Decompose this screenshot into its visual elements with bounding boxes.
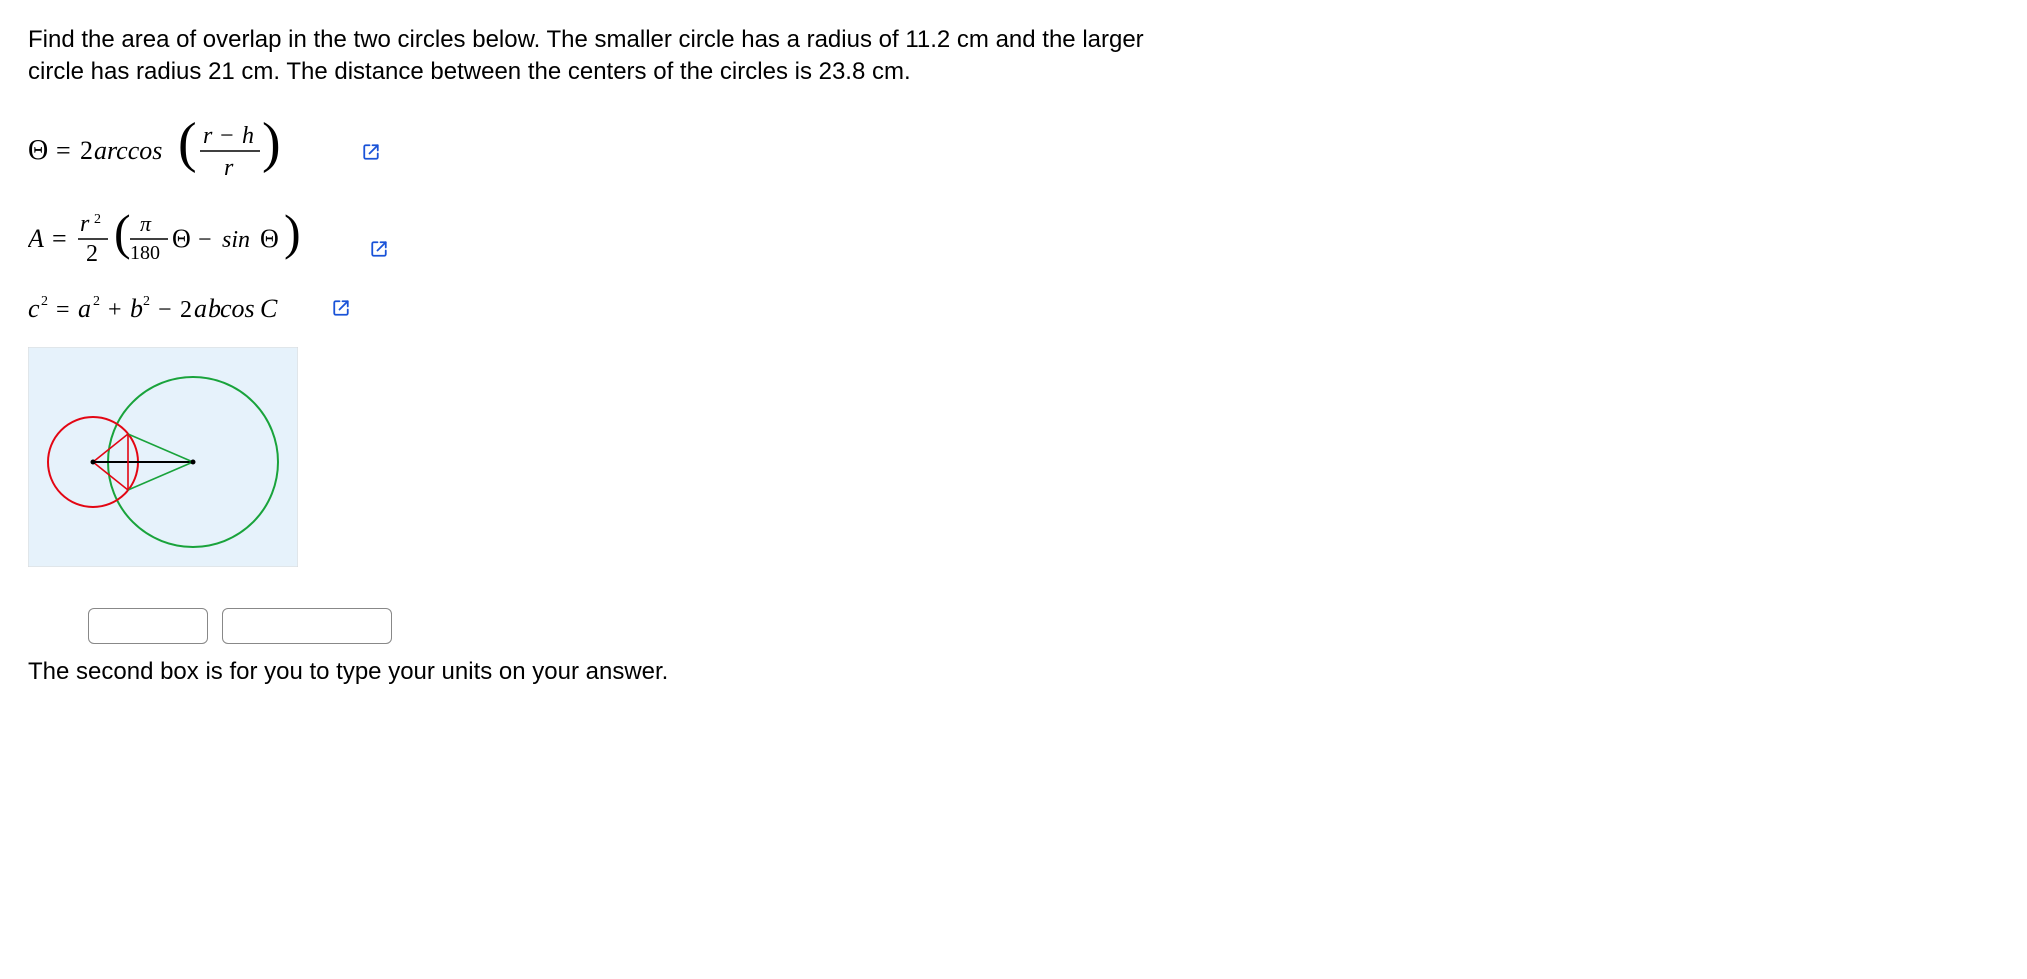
svg-text:Θ: Θ [260, 224, 279, 253]
svg-text:180: 180 [130, 242, 160, 264]
answer-value-input[interactable] [88, 608, 208, 644]
problem-statement: Find the area of overlap in the two circ… [28, 24, 1178, 89]
svg-text:(: ( [114, 209, 131, 260]
overlap-diagram [28, 347, 1943, 572]
answer-row [88, 608, 1943, 644]
svg-text:C: C [260, 294, 278, 323]
external-link-icon[interactable] [362, 143, 380, 161]
svg-text:r: r [224, 155, 234, 181]
external-link-icon[interactable] [332, 299, 350, 317]
svg-text:2: 2 [93, 294, 100, 309]
svg-text:Θ: Θ [172, 224, 191, 253]
answer-units-input[interactable] [222, 608, 392, 644]
svg-text:b: b [130, 294, 143, 323]
problem-line-2: circle has radius 21 cm. The distance be… [28, 58, 911, 85]
svg-text:π: π [140, 211, 152, 236]
svg-text:r: r [80, 211, 90, 237]
svg-text:cos: cos [220, 294, 255, 323]
formula-theta: Θ = 2 arccos ( r − h r ) [28, 117, 348, 187]
svg-text:Θ: Θ [28, 135, 48, 166]
formula-area-row: A = r 2 2 ( π 180 Θ − sin Θ [28, 209, 1943, 269]
external-link-icon[interactable] [370, 240, 388, 258]
svg-text:2: 2 [86, 241, 98, 267]
svg-text:2: 2 [143, 294, 150, 309]
svg-text:(: ( [178, 117, 197, 174]
svg-text:sin: sin [222, 227, 250, 253]
svg-text:=: = [56, 297, 70, 323]
svg-text:+: + [108, 297, 122, 323]
svg-text:2: 2 [41, 294, 48, 309]
formula-cos-rule: c 2 = a 2 + b 2 − 2 a b cos C [28, 291, 328, 325]
svg-text:A: A [28, 224, 44, 253]
svg-text:r: r [203, 123, 213, 149]
svg-text:−: − [198, 227, 212, 253]
svg-text:a: a [78, 294, 91, 323]
svg-text:a: a [194, 294, 207, 323]
svg-text:arccos: arccos [94, 136, 162, 165]
svg-text:2: 2 [180, 297, 192, 323]
units-hint: The second box is for you to type your u… [28, 658, 1943, 686]
formula-area: A = r 2 2 ( π 180 Θ − sin Θ [28, 209, 368, 269]
problem-line-1: Find the area of overlap in the two circ… [28, 26, 1144, 53]
svg-text:=: = [56, 136, 71, 165]
svg-text:2: 2 [80, 136, 93, 165]
formula-theta-row: Θ = 2 arccos ( r − h r ) [28, 117, 1943, 187]
svg-text:h: h [242, 123, 254, 149]
svg-text:−: − [158, 297, 172, 323]
question-page: Find the area of overlap in the two circ… [0, 0, 1971, 710]
svg-text:−: − [220, 123, 234, 149]
svg-text:): ) [262, 117, 281, 174]
formula-cos-rule-row: c 2 = a 2 + b 2 − 2 a b cos C [28, 291, 1943, 325]
svg-text:2: 2 [94, 212, 101, 227]
svg-text:=: = [52, 224, 67, 253]
svg-text:c: c [28, 294, 40, 323]
svg-text:): ) [284, 209, 301, 260]
